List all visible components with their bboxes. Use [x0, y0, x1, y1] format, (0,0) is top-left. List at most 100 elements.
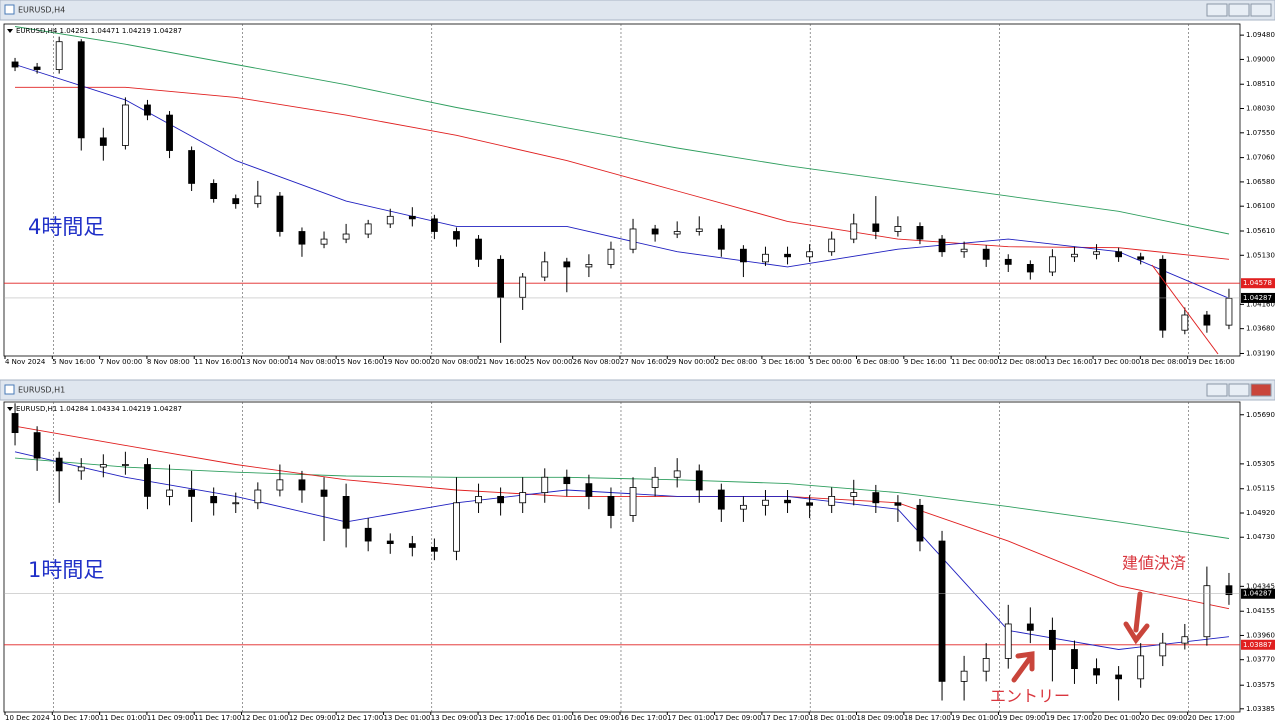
minimize-button[interactable] — [1206, 3, 1228, 17]
candle-body — [1181, 314, 1189, 331]
trend-line — [1151, 264, 1219, 355]
x-tick-label: 19 Dec 17:00 — [1046, 714, 1093, 722]
x-tick-label: 19 Dec 16:00 — [1188, 358, 1235, 366]
x-tick-label: 19 Dec 01:00 — [951, 714, 998, 722]
candle-body — [55, 41, 63, 70]
candle-body — [828, 238, 836, 253]
x-tick-label: 11 Dec 01:00 — [100, 714, 147, 722]
candle-body — [739, 248, 747, 263]
y-tick-label: 1.05690 — [1246, 411, 1275, 419]
x-tick-label: 12 Dec 08:00 — [998, 358, 1045, 366]
candle-body — [11, 413, 19, 434]
candle-body — [784, 253, 791, 258]
x-tick-label: 2 Dec 08:00 — [715, 358, 758, 366]
candle-body — [276, 195, 284, 232]
y-tick-label: 1.09000 — [1246, 55, 1275, 63]
candle-body — [232, 502, 240, 505]
x-tick-label: 3 Dec 16:00 — [762, 358, 805, 366]
candle-body — [1048, 256, 1056, 273]
candle-body — [673, 231, 681, 235]
header-arrow — [7, 29, 13, 33]
x-tick-label: 26 Nov 08:00 — [573, 358, 620, 366]
candle-body — [938, 540, 946, 682]
candle-body — [739, 504, 747, 510]
candle-body — [651, 228, 659, 235]
candle-body — [563, 476, 571, 485]
entry-note: エントリー — [990, 687, 1070, 706]
candle-body — [1137, 256, 1145, 260]
candle-body — [1026, 263, 1034, 273]
x-tick-label: 12 Dec 09:00 — [289, 714, 336, 722]
candle-body — [320, 489, 328, 497]
y-tick-label: 1.05130 — [1246, 251, 1275, 259]
x-tick-label: 13 Dec 16:00 — [1046, 358, 1093, 366]
y-tick-label: 1.08030 — [1246, 105, 1275, 113]
x-tick-label: 19 Nov 00:00 — [383, 358, 430, 366]
entry-arrow — [1011, 651, 1035, 683]
chart-header: EURUSD,H4 1.04281 1.04471 1.04219 1.0428… — [16, 27, 182, 35]
candle-body — [1159, 642, 1167, 657]
candle-body — [475, 496, 482, 504]
candle-body — [872, 492, 880, 504]
x-tick-label: 17 Dec 00:00 — [1093, 358, 1140, 366]
close-button[interactable] — [1250, 383, 1272, 397]
x-tick-label: 5 Dec 00:00 — [809, 358, 852, 366]
x-tick-label: 21 Nov 16:00 — [478, 358, 525, 366]
y-tick-label: 1.04160 — [1246, 300, 1275, 308]
y-tick-label: 1.04730 — [1246, 533, 1275, 541]
candle-body — [960, 248, 968, 253]
candle-body — [982, 248, 990, 260]
x-tick-label: 11 Dec 17:00 — [194, 714, 241, 722]
candle-body — [188, 489, 196, 497]
x-tick-label: 10 Dec 2024 — [5, 714, 50, 722]
candle-body — [894, 226, 902, 232]
last-price-label: 1.04287 — [1243, 294, 1272, 302]
candle-body — [673, 470, 681, 478]
close-button[interactable] — [1250, 3, 1272, 17]
title-bar — [0, 0, 1275, 21]
candle-body — [121, 104, 129, 146]
x-tick-label: 27 Nov 16:00 — [620, 358, 667, 366]
candle-body — [872, 223, 880, 232]
y-tick-label: 1.05610 — [1246, 227, 1275, 235]
moving-average — [14, 26, 1230, 235]
candle-body — [806, 251, 814, 258]
candle-body — [1071, 649, 1078, 670]
candle-body — [188, 150, 196, 184]
candle-body — [453, 231, 460, 240]
y-tick-label: 1.06580 — [1246, 178, 1275, 186]
minimize-button[interactable] — [1206, 383, 1228, 397]
maximize-button[interactable] — [1228, 3, 1250, 17]
candle-body — [519, 492, 527, 504]
candle-body — [1093, 251, 1100, 255]
plot-area — [3, 401, 1241, 713]
candle-body — [850, 492, 858, 497]
candle-body — [342, 233, 350, 240]
x-tick-label: 17 Dec 09:00 — [715, 714, 762, 722]
candle-body — [166, 489, 173, 497]
candle-body — [99, 464, 107, 468]
x-tick-label: 29 Nov 00:00 — [667, 358, 714, 366]
moving-average — [14, 451, 1230, 650]
candle-body — [1137, 655, 1145, 680]
x-tick-label: 17 Dec 17:00 — [762, 714, 809, 722]
x-tick-label: 20 Dec 17:00 — [1188, 714, 1235, 722]
last-price-tag — [1241, 588, 1275, 599]
candle-body — [1115, 251, 1123, 258]
candle-body — [99, 137, 107, 146]
level-label: 1.03887 — [1243, 641, 1272, 649]
candle-body — [320, 238, 328, 245]
y-tick-label: 1.03190 — [1246, 349, 1275, 357]
window-title: EURUSD,H1 — [18, 386, 65, 395]
timeframe-label: 4時間足 — [28, 215, 104, 239]
x-tick-label: 9 Dec 16:00 — [904, 358, 947, 366]
moving-average — [14, 457, 1230, 539]
x-tick-label: 10 Dec 17:00 — [52, 714, 99, 722]
candle-body — [497, 496, 505, 504]
x-tick-label: 14 Nov 08:00 — [289, 358, 336, 366]
x-tick-label: 17 Dec 01:00 — [667, 714, 714, 722]
y-tick-label: 1.03385 — [1246, 705, 1275, 713]
maximize-button[interactable] — [1228, 383, 1250, 397]
